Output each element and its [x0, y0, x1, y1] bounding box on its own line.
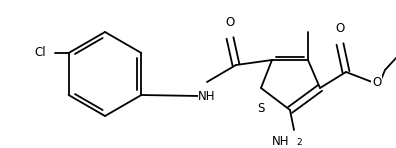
Text: O: O	[335, 22, 345, 35]
Text: NH: NH	[198, 90, 216, 103]
Text: S: S	[257, 102, 265, 115]
Text: Cl: Cl	[34, 46, 46, 59]
Text: NH: NH	[272, 135, 289, 148]
Text: O: O	[225, 16, 234, 29]
Text: O: O	[372, 75, 381, 89]
Text: 2: 2	[296, 138, 302, 147]
